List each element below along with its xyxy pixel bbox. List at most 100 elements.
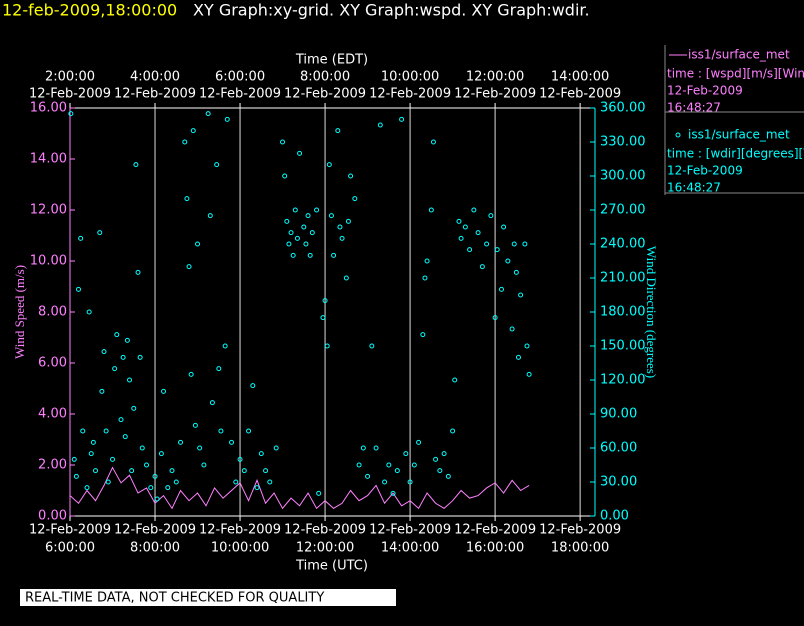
wind-direction-point [178,439,184,445]
wind-direction-point [324,343,330,349]
wind-direction-point [320,315,326,321]
wind-direction-point [411,462,417,468]
wind-direction-point [84,485,90,491]
x2-tick-label: 14:00:00 [551,70,609,85]
y2-tick-label: 300.00 [600,169,646,184]
wind-direction-point [152,473,158,479]
wind-direction-point [450,428,456,434]
wind-direction-point [184,196,190,202]
wind-direction-point [101,349,107,355]
wind-direction-point [254,485,260,491]
wind-direction-point [282,173,288,179]
wind-direction-point [511,241,517,247]
y-tick-label: 4.00 [38,407,67,422]
legend-time: 16:48:27 [667,181,721,195]
wind-direction-point [205,111,211,117]
wind-direction-point [127,377,133,383]
wind-direction-point [467,247,473,253]
wind-direction-point [68,111,74,117]
wind-direction-point [430,139,436,145]
wind-direction-point [186,264,192,270]
wind-direction-point [433,456,439,462]
wind-direction-point [328,213,334,219]
wind-direction-point [197,445,203,451]
wind-direction-point [331,252,337,258]
wind-direction-point [214,162,220,168]
x2-tick-label: 6:00:00 [215,70,265,85]
wind-direction-point [144,462,150,468]
wind-direction-point [386,462,392,468]
wind-direction-point [284,218,290,224]
wind-direction-point [492,315,498,321]
wind-direction-point [71,456,77,462]
x-tick-date: 12-Feb-2009 [369,523,451,538]
wind-direction-point [360,445,366,451]
x-tick-date: 12-Feb-2009 [114,523,196,538]
wind-direction-point [377,122,383,128]
wind-direction-point [501,224,507,230]
wind-direction-point [348,173,354,179]
legend-label: time : [wdir][degrees][V [667,147,804,161]
x2-tick-label: 12:00:00 [466,70,524,85]
wind-direction-point [452,377,458,383]
wind-direction-point [399,116,405,122]
wind-direction-point [241,468,247,474]
wind-direction-point [437,468,443,474]
legend-date: 12-Feb-2009 [667,164,743,178]
wind-direction-point [182,139,188,145]
wind-direction-point [161,388,167,394]
wind-direction-point [337,224,343,230]
y-tick-label: 14.00 [30,152,67,167]
y2-tick-label: 330.00 [600,135,646,150]
wind-direction-point [428,207,434,213]
wind-direction-point [118,417,124,423]
wind-direction-point [250,383,256,389]
wind-direction-point [165,485,171,491]
x2-tick-label: 8:00:00 [300,70,350,85]
wind-direction-point [131,405,137,411]
wind-direction-point [316,490,322,496]
wind-direction-point [471,207,477,213]
wind-direction-point [343,275,349,281]
notice-box [20,589,396,606]
wind-direction-point [394,468,400,474]
x-tick-label: 14:00:00 [381,541,439,556]
wind-direction-point [309,230,315,236]
wind-direction-point [424,258,430,264]
wind-direction-point [475,230,481,236]
wind-direction-point [190,128,196,134]
wind-direction-point [518,292,524,298]
wind-direction-point [86,309,92,315]
wind-direction-point [135,269,141,275]
wind-direction-point [297,150,303,156]
x-axis-title: Time (UTC) [295,559,368,574]
y2-tick-label: 360.00 [600,101,646,116]
wind-direction-point [494,247,500,253]
x-tick-date: 12-Feb-2009 [199,523,281,538]
wind-direction-point [158,451,164,457]
wind-direction-point [110,456,116,462]
wind-direction-point [509,326,515,332]
y-tick-label: 8.00 [38,305,67,320]
wind-direction-point [505,258,511,264]
wind-direction-point [80,428,86,434]
wind-direction-point [290,252,296,258]
wind-direction-point [76,286,82,292]
x2-tick-date: 12-Feb-2009 [199,87,281,102]
wind-direction-point [192,422,198,428]
wind-direction-point [122,434,128,440]
y-tick-label: 2.00 [38,458,67,473]
wind-direction-point [522,241,528,247]
wind-direction-point [97,230,103,236]
wind-direction-point [222,343,228,349]
x-tick-label: 18:00:00 [551,541,609,556]
wind-direction-point [246,428,252,434]
wind-direction-point [365,473,371,479]
wind-direction-point [112,366,118,372]
wind-direction-point [382,479,388,485]
legend-time: 16:48:27 [667,101,721,115]
x-tick-date: 12-Feb-2009 [284,523,366,538]
wind-direction-point [335,128,341,134]
wind-direction-point [88,451,94,457]
wind-direction-point [303,241,309,247]
